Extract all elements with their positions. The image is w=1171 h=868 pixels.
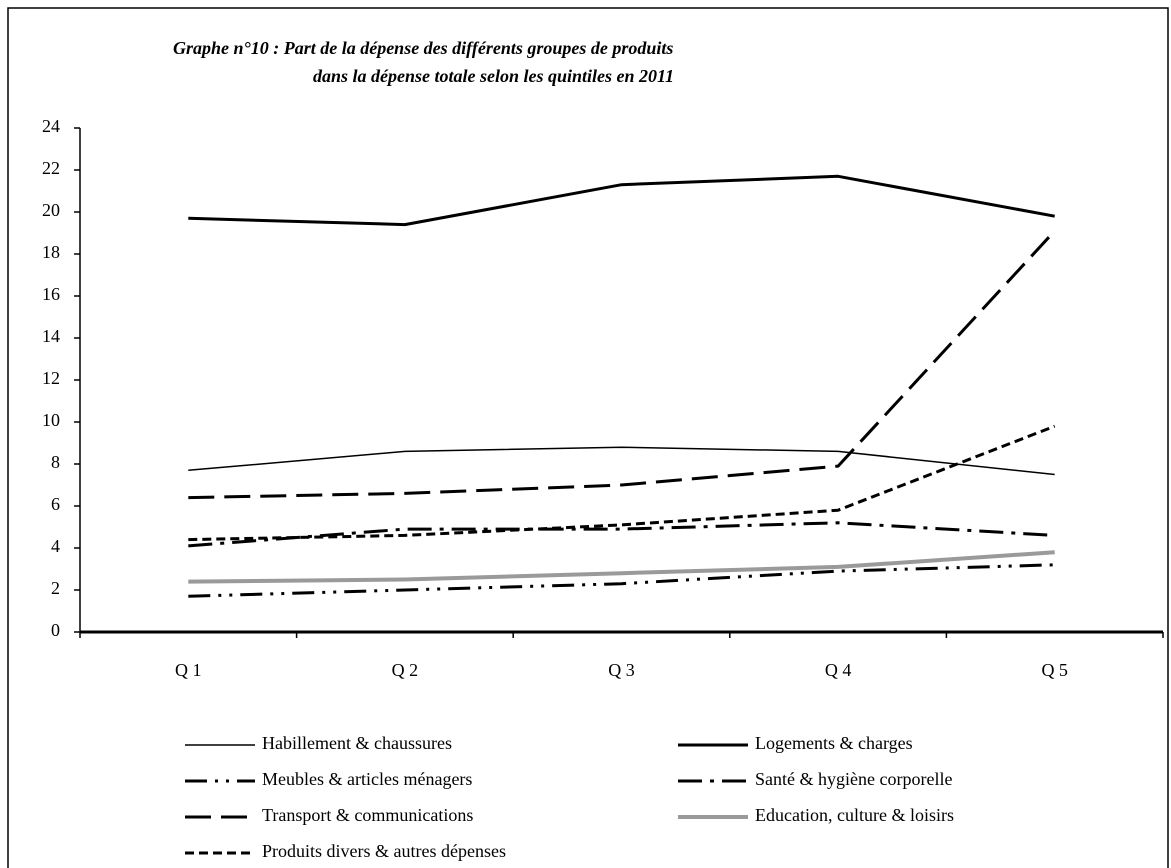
y-tick-label: 4 [51,536,60,556]
x-tick-label: Q 2 [392,660,419,680]
frame [7,7,1169,868]
legend-label: Education, culture & loisirs [755,805,954,825]
y-tick-label: 18 [42,242,60,262]
legend-label: Habillement & chaussures [262,733,452,753]
series-line [188,521,1055,548]
series-line [188,424,1056,542]
series-line [188,229,1056,500]
y-tick-label: 22 [42,158,60,178]
y-tick-label: 6 [51,494,60,514]
series-line [188,550,1055,584]
chart-subtitle: dans la dépense totale selon les quintil… [313,66,674,86]
legend-label: Santé & hygiène corporelle [755,769,952,789]
legend-label: Produits divers & autres dépenses [262,841,506,861]
legend-label: Logements & charges [755,733,913,753]
chart-title: Graphe n°10 : Part de la dépense des dif… [173,38,673,58]
y-tick-label: 8 [51,452,60,472]
x-tick-label: Q 4 [825,660,852,680]
y-tick-label: 14 [42,326,60,346]
y-tick-label: 24 [42,116,60,136]
legend-label: Transport & communications [262,805,473,825]
y-tick-label: 2 [51,578,60,598]
series-line [188,563,1055,598]
y-tick-label: 16 [42,284,60,304]
x-tick-label: Q 1 [175,660,202,680]
y-tick-label: 12 [42,368,60,388]
series-line [188,446,1055,476]
legend-label: Meubles & articles ménagers [262,769,472,789]
y-tick-label: 0 [51,620,60,640]
y-tick-label: 20 [42,200,60,220]
x-tick-label: Q 5 [1041,660,1068,680]
x-tick-label: Q 3 [608,660,635,680]
series-line [188,174,1055,227]
y-tick-label: 10 [42,410,60,430]
